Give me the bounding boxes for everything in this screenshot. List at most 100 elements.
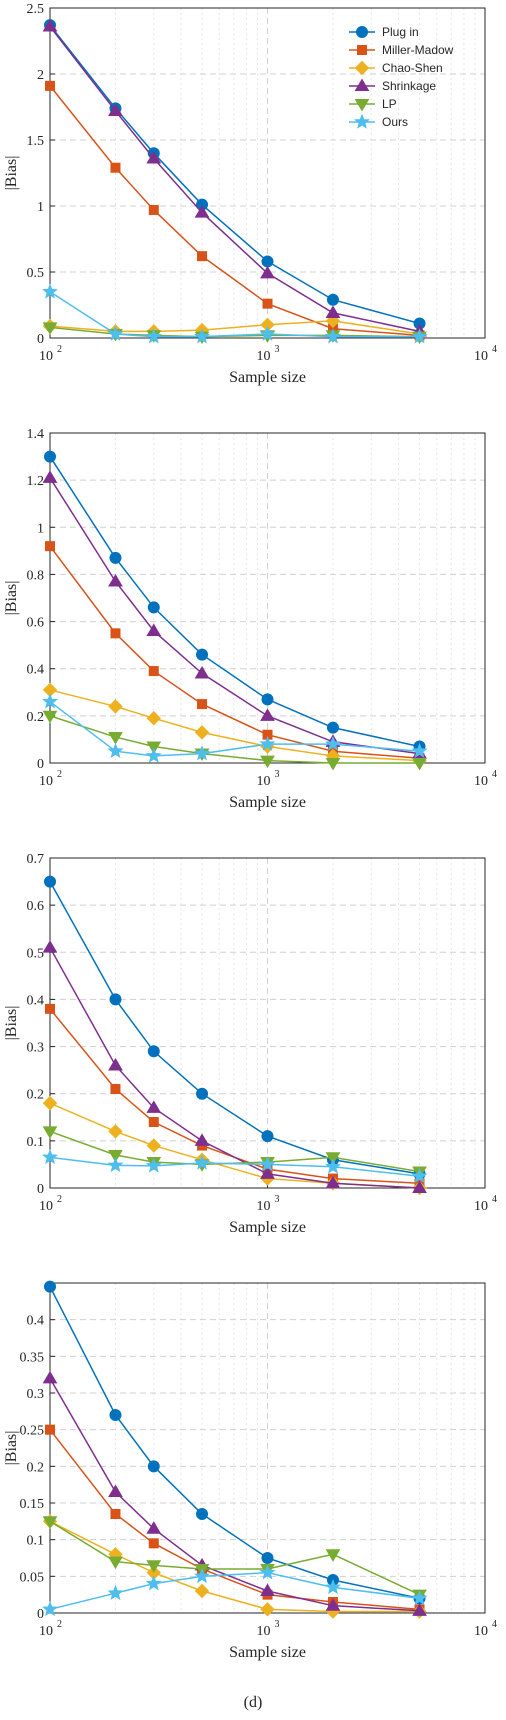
x-tick-label: 10 bbox=[39, 1624, 53, 1639]
data-point-plug_in bbox=[109, 1409, 122, 1421]
data-point-miller_madow bbox=[148, 204, 159, 215]
data-point-miller_madow bbox=[197, 699, 208, 710]
data-point-ours bbox=[324, 735, 341, 751]
data-point-miller_madow bbox=[197, 251, 208, 262]
data-point-shrinkage bbox=[146, 1100, 162, 1113]
x-tick-exponent: 2 bbox=[57, 1619, 62, 1630]
data-point-shrinkage bbox=[42, 940, 58, 953]
y-tick-label: 0.5 bbox=[27, 266, 45, 281]
data-point-shrinkage bbox=[42, 470, 58, 483]
y-tick-label: 0.05 bbox=[20, 1570, 45, 1585]
y-tick-label: 0.6 bbox=[27, 899, 45, 914]
x-axis-label: Sample size bbox=[229, 1219, 306, 1236]
data-point-ours bbox=[194, 1567, 211, 1584]
data-point-chao_shen bbox=[42, 1095, 58, 1111]
y-tick-label: 0.4 bbox=[27, 663, 45, 678]
data-point-plug_in bbox=[44, 875, 56, 888]
data-point-plug_in bbox=[261, 255, 274, 268]
y-tick-label: 0 bbox=[37, 332, 44, 347]
data-point-lp bbox=[108, 1149, 123, 1163]
y-tick-label: 2 bbox=[37, 68, 44, 83]
data-point-shrinkage bbox=[260, 1583, 275, 1597]
x-tick-exponent: 3 bbox=[275, 1619, 280, 1630]
data-point-shrinkage bbox=[412, 1180, 427, 1194]
data-point-shrinkage bbox=[146, 150, 162, 164]
data-point-lp bbox=[42, 322, 58, 335]
chart-panel-4: 0 0.05 0.1 0.15 0.2 0.25 0.3 0.35 0.4 10 2 10 3 10 4 Sa… bbox=[3, 1280, 497, 1661]
legend-label-shrinkage: Shrinkage bbox=[382, 79, 436, 93]
legend-marker-lp bbox=[354, 98, 370, 112]
chart-panel-2: 0 0.2 0.4 0.6 0.8 1 1.2 1.4 10 2 10 3 10 4 Sample size… bbox=[3, 427, 497, 811]
data-point-chao_shen bbox=[146, 1138, 161, 1153]
data-point-chao_shen bbox=[194, 1583, 210, 1599]
data-point-lp bbox=[260, 755, 275, 769]
y-tick-label: 1 bbox=[37, 521, 44, 536]
data-point-lp bbox=[412, 757, 427, 771]
y-axis-label: |Bias| bbox=[3, 1431, 20, 1466]
data-point-ours bbox=[411, 1167, 428, 1184]
x-tick-exponent: 2 bbox=[57, 769, 62, 780]
data-point-plug_in bbox=[196, 1508, 209, 1520]
legend: Plug in Miller-Madow Chao-Shen Shrinkage LP O… bbox=[349, 25, 454, 129]
data-point-lp bbox=[42, 1516, 58, 1529]
data-point-ours bbox=[42, 1600, 58, 1617]
data-point-ours bbox=[42, 693, 58, 709]
y-tick-label: 0.2 bbox=[27, 1088, 45, 1103]
x-tick-exponent: 4 bbox=[492, 1194, 497, 1205]
data-point-ours bbox=[107, 325, 124, 341]
data-point-miller_madow bbox=[45, 80, 55, 91]
y-tick-label: 0.15 bbox=[20, 1497, 45, 1512]
data-point-ours bbox=[145, 1575, 162, 1591]
y-tick-label: 2.5 bbox=[27, 2, 45, 17]
data-point-ours bbox=[259, 325, 276, 341]
data-point-plug_in bbox=[44, 450, 56, 463]
chart-panel-3: 0 0.1 0.2 0.3 0.4 0.5 0.6 0.7 10 2 10 3 10 4 Sample si… bbox=[3, 852, 497, 1236]
data-point-shrinkage bbox=[325, 1175, 341, 1189]
data-point-miller_madow bbox=[110, 628, 121, 639]
series-ours bbox=[42, 283, 428, 344]
legend-marker-chao_shen bbox=[354, 60, 370, 76]
x-tick-exponent: 2 bbox=[57, 344, 62, 355]
data-point-miller_madow bbox=[148, 1538, 159, 1549]
data-point-ours bbox=[411, 742, 428, 759]
data-point-miller_madow bbox=[110, 1084, 121, 1094]
data-point-chao_shen bbox=[194, 725, 210, 740]
data-point-plug_in bbox=[147, 1045, 160, 1058]
x-tick-label: 10 bbox=[39, 1199, 53, 1214]
data-point-miller_madow bbox=[45, 541, 55, 552]
data-point-ours bbox=[194, 328, 210, 344]
data-point-miller_madow bbox=[45, 1003, 55, 1014]
series-ours bbox=[42, 1564, 428, 1617]
data-point-chao_shen bbox=[260, 1602, 275, 1617]
data-point-lp bbox=[325, 1152, 341, 1165]
data-point-chao_shen bbox=[108, 1124, 123, 1139]
data-point-shrinkage bbox=[108, 1484, 123, 1498]
y-tick-label: 0.4 bbox=[27, 993, 45, 1008]
y-tick-label: 0.7 bbox=[27, 852, 45, 867]
data-point-ours bbox=[107, 1584, 124, 1600]
data-point-shrinkage bbox=[108, 103, 123, 117]
chart-panel-1: 0 0.5 1 1.5 2 2.5 10 2 10 3 10 4 Sample size |Bias| Pl… bbox=[3, 2, 497, 386]
legend-label-ours: Ours bbox=[382, 115, 408, 129]
x-axis-label: Sample size bbox=[229, 1644, 306, 1661]
data-point-chao_shen bbox=[108, 699, 123, 714]
x-tick-label: 10 bbox=[474, 1199, 488, 1214]
y-tick-label: 0.6 bbox=[27, 616, 45, 631]
series-ours bbox=[42, 1148, 428, 1184]
x-tick-label: 10 bbox=[474, 349, 488, 364]
y-tick-label: 0.3 bbox=[27, 1041, 45, 1056]
y-tick-label: 0.1 bbox=[27, 1135, 45, 1150]
x-tick-label: 10 bbox=[39, 774, 53, 789]
x-tick-exponent: 4 bbox=[492, 1619, 497, 1630]
series-shrinkage bbox=[42, 940, 427, 1194]
y-tick-label: 0 bbox=[37, 1182, 44, 1197]
data-point-plug_in bbox=[261, 1552, 274, 1564]
data-point-ours bbox=[259, 1156, 276, 1172]
x-tick-label: 10 bbox=[257, 1624, 271, 1639]
legend-marker-miller_madow bbox=[357, 45, 367, 55]
legend-marker-ours bbox=[354, 113, 370, 129]
data-point-shrinkage bbox=[194, 1133, 210, 1146]
y-axis-label: |Bias| bbox=[3, 581, 20, 616]
y-tick-label: 1 bbox=[37, 200, 44, 215]
